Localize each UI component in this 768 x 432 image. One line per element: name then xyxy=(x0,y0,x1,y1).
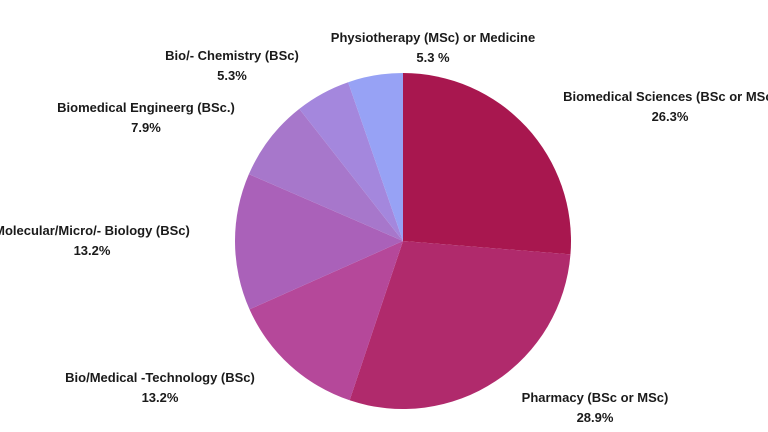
slice-category-label: Bio/Medical -Technology (BSc) xyxy=(65,370,255,385)
pie-slice xyxy=(248,108,403,241)
slice-value-label: 28.9% xyxy=(577,410,614,425)
pie-slice xyxy=(349,241,571,410)
pie-labels: Biomedical Sciences (BSc or MSc) 26.3% Pha… xyxy=(0,30,768,425)
slice-category-label: Biomedical Engineerg (BSc.) xyxy=(57,100,235,115)
slice-category-label: Molecular/Micro/- Biology (BSc) xyxy=(0,223,190,238)
pie-slice xyxy=(403,73,571,255)
slice-value-label: 7.9% xyxy=(131,120,161,135)
pie-slices xyxy=(234,73,571,410)
slice-value-label: 5.3% xyxy=(217,68,247,83)
pie-slice xyxy=(234,174,403,310)
slice-value-label: 5.3 % xyxy=(416,50,450,65)
slice-category-label: Bio/- Chemistry (BSc) xyxy=(165,48,299,63)
slice-category-label: Biomedical Sciences (BSc or MSc) xyxy=(563,89,768,104)
pie-slice xyxy=(299,82,403,242)
slice-category-label: Physiotherapy (MSc) or Medicine xyxy=(331,30,535,45)
slice-value-label: 13.2% xyxy=(74,243,111,258)
pie-slice xyxy=(348,73,403,241)
pie-slice xyxy=(249,241,403,401)
slice-value-label: 26.3% xyxy=(652,109,689,124)
slice-value-label: 13.2% xyxy=(142,390,179,405)
slice-category-label: Pharmacy (BSc or MSc) xyxy=(522,390,669,405)
